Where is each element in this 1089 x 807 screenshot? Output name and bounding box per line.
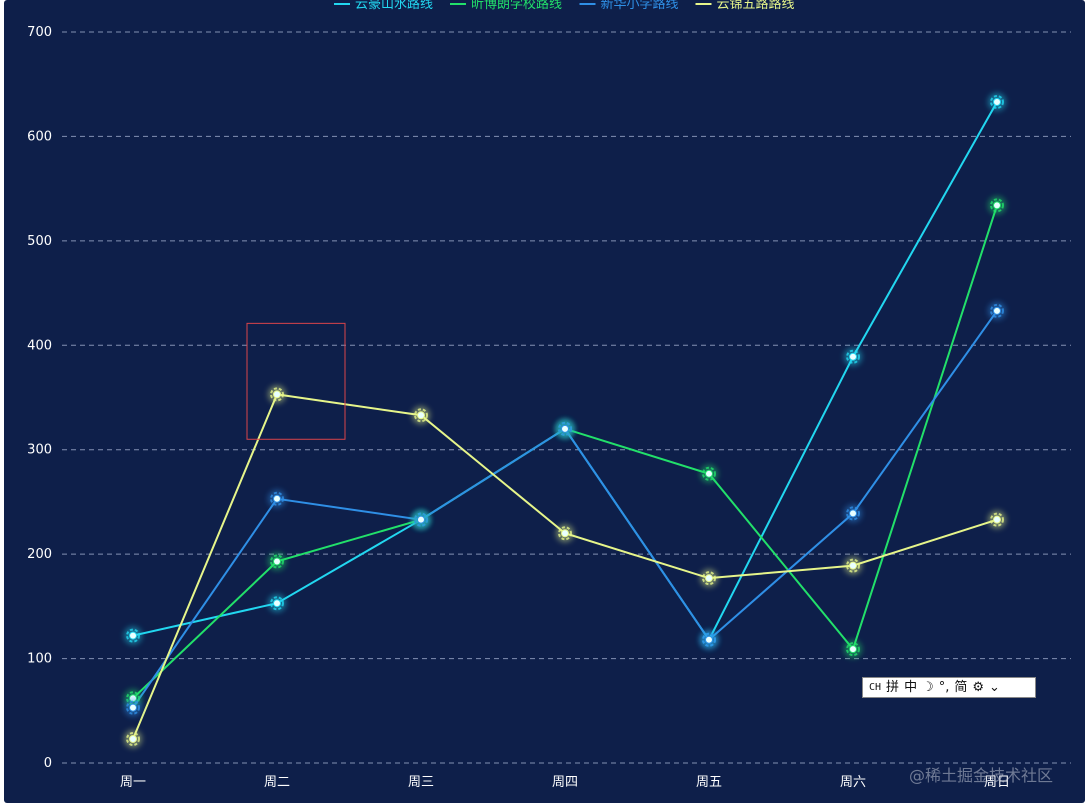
y-tick-label: 300 [27, 443, 52, 458]
data-point-ring [846, 642, 860, 657]
highlight-box [246, 322, 346, 440]
y-tick-label: 0 [44, 756, 52, 771]
data-point-ring [414, 512, 428, 527]
data-point-ring [702, 632, 716, 647]
data-point-ring [126, 731, 140, 746]
data-point-ring [990, 94, 1004, 109]
data-point[interactable] [129, 703, 137, 712]
series-group [124, 92, 1006, 748]
y-tick-label: 600 [27, 129, 52, 144]
highlight-rect [246, 322, 346, 440]
data-point-ring [702, 466, 716, 481]
data-point[interactable] [993, 97, 1001, 106]
data-point[interactable] [561, 529, 569, 538]
data-point-ring [126, 700, 140, 715]
data-point-ring [990, 512, 1004, 527]
y-tick-label: 700 [27, 25, 52, 40]
x-axis: 周一 周二 周三 周四 周五 周六 周日 [120, 775, 1010, 790]
ime-toolbar-item[interactable]: ⚙ [972, 680, 985, 695]
data-point[interactable] [705, 574, 713, 583]
x-tick-label: 周日 [984, 775, 1010, 790]
data-point-ring [990, 303, 1004, 318]
data-point[interactable] [273, 557, 281, 566]
y-tick-label: 400 [27, 338, 52, 353]
ime-toolbar-item[interactable]: ☽ [922, 680, 934, 695]
y-tick-label: 100 [27, 652, 52, 667]
ime-toolbar-item[interactable]: 拼 [886, 680, 900, 695]
data-point-ring [990, 198, 1004, 213]
data-point[interactable] [129, 631, 137, 640]
data-point[interactable] [417, 411, 425, 420]
data-point-ring [270, 554, 284, 569]
data-point-ring [846, 349, 860, 364]
data-point[interactable] [849, 352, 857, 361]
data-point-ring [270, 596, 284, 611]
data-point[interactable] [849, 509, 857, 518]
series-line [132, 205, 998, 699]
x-tick-label: 周六 [840, 775, 866, 790]
chart-panel: 0 100 200 300 400 500 600 700 周一 周二 周三 周四 周五 周六 周日 云豪… [4, 0, 1085, 803]
line-chart: 0 100 200 300 400 500 600 700 周一 周二 周三 周四 周五 周六 周日 云豪… [27, 0, 1071, 790]
data-point-ring [702, 571, 716, 586]
y-tick-label: 200 [27, 547, 52, 562]
x-tick-label: 周一 [120, 775, 146, 790]
data-point[interactable] [561, 424, 569, 433]
legend-label[interactable]: 云锦五路路线 [717, 0, 795, 12]
data-point[interactable] [993, 306, 1001, 315]
ime-toolbar[interactable]: CH 拼中 ☽ °, 简 ⚙ ⌄ [862, 677, 1036, 698]
ime-toolbar-item[interactable]: 中 [904, 680, 918, 695]
legend: 云豪山水路线 昕博朗学校路线 新华小学路线 云锦五路路线 [334, 0, 795, 12]
x-tick-label: 周四 [552, 775, 578, 790]
ime-toolbar-item[interactable]: °, [938, 680, 950, 695]
ime-toolbar-item[interactable]: 简 [954, 680, 968, 695]
data-point-ring [846, 506, 860, 521]
x-tick-label: 周二 [264, 775, 290, 790]
data-point[interactable] [273, 599, 281, 608]
data-point[interactable] [273, 390, 281, 399]
x-tick-label: 周五 [696, 775, 722, 790]
data-point-ring [270, 491, 284, 506]
data-point-ring [558, 526, 572, 541]
data-point[interactable] [993, 201, 1001, 210]
legend-label[interactable]: 云豪山水路线 [355, 0, 433, 12]
data-point[interactable] [849, 561, 857, 570]
ime-toolbar-item[interactable]: CH [869, 682, 882, 693]
legend-label[interactable]: 新华小学路线 [601, 0, 679, 12]
data-point-ring [558, 421, 572, 436]
data-point[interactable] [705, 469, 713, 478]
data-point-ring [414, 408, 428, 423]
data-point[interactable] [273, 494, 281, 503]
data-point[interactable] [993, 515, 1001, 524]
y-axis: 0 100 200 300 400 500 600 700 [27, 25, 52, 771]
y-tick-label: 500 [27, 234, 52, 249]
x-tick-label: 周三 [408, 775, 434, 790]
data-point[interactable] [705, 635, 713, 644]
series-line [132, 310, 998, 709]
legend-label[interactable]: 昕博朗学校路线 [471, 0, 562, 12]
data-point-ring [270, 387, 284, 402]
data-point[interactable] [417, 515, 425, 524]
data-point-ring [846, 558, 860, 573]
watermark: @稀土掘金技术社区 [909, 766, 1054, 785]
series-line [132, 101, 998, 642]
data-point-ring [126, 628, 140, 643]
ime-toolbar-item[interactable]: ⌄ [989, 680, 1000, 695]
data-point[interactable] [129, 734, 137, 743]
data-point-ring [126, 691, 140, 706]
grid-lines [62, 31, 1071, 764]
data-point[interactable] [849, 645, 857, 654]
